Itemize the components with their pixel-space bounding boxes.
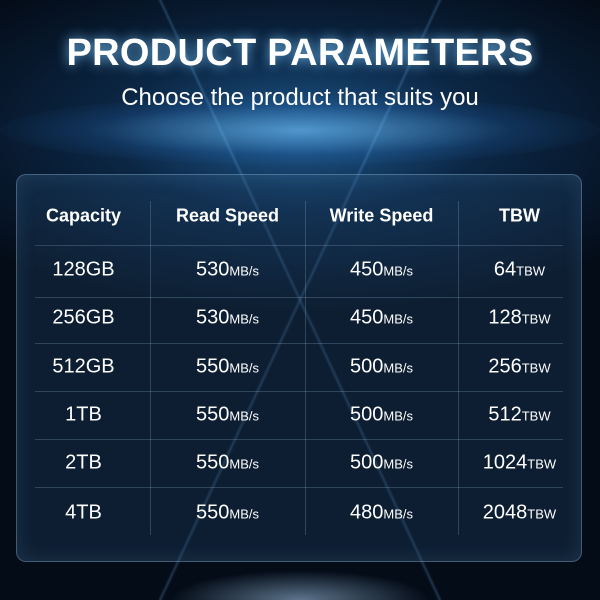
write-speed-cell: 500MB/s [305, 452, 458, 475]
tbw-cell: 128TBW [458, 307, 581, 330]
page-title: PRODUCT PARAMETERS [66, 32, 534, 74]
value: 550 [196, 451, 230, 474]
unit: MB/s [383, 456, 413, 472]
write-speed-cell: 500MB/s [305, 404, 458, 427]
capacity-cell: 2TB [65, 451, 102, 474]
background-glow [0, 95, 600, 165]
column-header: TBW [499, 205, 540, 226]
column-header: Capacity [45, 205, 122, 226]
bottom-glow [170, 570, 430, 600]
unit: TBW [521, 360, 551, 376]
unit: MB/s [229, 456, 259, 472]
write-speed-cell: 480MB/s [305, 502, 458, 525]
tbw-cell: 1024TBW [458, 452, 581, 475]
unit: TBW [521, 408, 551, 424]
unit: TBW [527, 506, 557, 522]
unit: MB/s [229, 311, 259, 327]
unit: TBW [527, 456, 557, 472]
page-subtitle: Choose the product that suits you [121, 84, 479, 111]
tbw-cell: 2048TBW [458, 502, 581, 525]
column-divider [305, 201, 306, 535]
value: 500 [350, 355, 384, 378]
value: 530 [196, 258, 230, 281]
write-speed-cell: 450MB/s [305, 259, 458, 282]
value: 128 [488, 306, 522, 329]
row-divider [35, 391, 563, 392]
read-speed-cell: 530MB/s [150, 307, 305, 330]
column-header: Write Speed [329, 205, 434, 226]
read-speed-cell: 550MB/s [150, 502, 305, 525]
row-divider [35, 245, 563, 246]
unit: TBW [516, 263, 546, 279]
value: 2048 [482, 501, 528, 524]
value: 500 [350, 403, 384, 426]
value: 500 [350, 451, 384, 474]
capacity-cell: 1TB [65, 403, 102, 426]
column-divider [150, 201, 151, 535]
unit: MB/s [383, 311, 413, 327]
value: 512 [488, 403, 522, 426]
value: 64 [493, 258, 517, 281]
capacity-cell: 4TB [65, 501, 102, 524]
value: 450 [350, 306, 384, 329]
unit: MB/s [229, 408, 259, 424]
unit: MB/s [383, 360, 413, 376]
value: 550 [196, 355, 230, 378]
unit: MB/s [383, 506, 413, 522]
parameters-table: Capacity Read Speed Write Speed TBW 128GB 530… [16, 174, 582, 562]
tbw-cell: 64TBW [458, 259, 581, 282]
read-speed-cell: 550MB/s [150, 452, 305, 475]
read-speed-cell: 530MB/s [150, 259, 305, 282]
column-divider [458, 201, 459, 535]
row-divider [35, 487, 563, 488]
row-divider [35, 297, 563, 298]
value: 480 [350, 501, 384, 524]
capacity-cell: 256GB [52, 306, 115, 329]
value: 530 [196, 306, 230, 329]
capacity-cell: 128GB [52, 258, 115, 281]
value: 550 [196, 403, 230, 426]
row-divider [35, 343, 563, 344]
column-header: Read Speed [175, 205, 280, 226]
unit: MB/s [229, 263, 259, 279]
write-speed-cell: 450MB/s [305, 307, 458, 330]
value: 550 [196, 501, 230, 524]
unit: MB/s [383, 263, 413, 279]
capacity-cell: 512GB [52, 355, 115, 378]
tbw-cell: 512TBW [458, 404, 581, 427]
read-speed-cell: 550MB/s [150, 356, 305, 379]
tbw-cell: 256TBW [458, 356, 581, 379]
value: 1024 [482, 451, 528, 474]
unit: MB/s [229, 360, 259, 376]
write-speed-cell: 500MB/s [305, 356, 458, 379]
value: 256 [488, 355, 522, 378]
value: 450 [350, 258, 384, 281]
unit: MB/s [383, 408, 413, 424]
unit: MB/s [229, 506, 259, 522]
row-divider [35, 439, 563, 440]
unit: TBW [521, 311, 551, 327]
read-speed-cell: 550MB/s [150, 404, 305, 427]
